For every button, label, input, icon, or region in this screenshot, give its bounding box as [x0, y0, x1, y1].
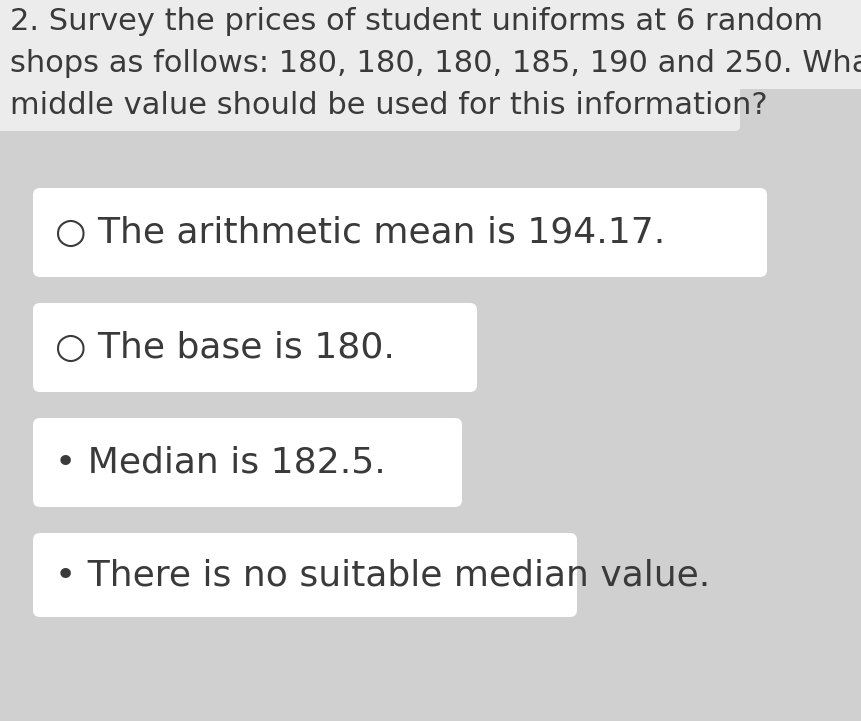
- Text: • Median is 182.5.: • Median is 182.5.: [55, 446, 386, 479]
- FancyBboxPatch shape: [33, 418, 461, 507]
- FancyBboxPatch shape: [0, 79, 739, 131]
- FancyBboxPatch shape: [33, 188, 766, 277]
- FancyBboxPatch shape: [33, 303, 476, 392]
- FancyBboxPatch shape: [0, 37, 861, 89]
- Text: • There is no suitable median value.: • There is no suitable median value.: [55, 558, 709, 592]
- FancyBboxPatch shape: [33, 533, 576, 617]
- Text: ○ The arithmetic mean is 194.17.: ○ The arithmetic mean is 194.17.: [55, 216, 665, 249]
- Text: 2. Survey the prices of student uniforms at 6 random: 2. Survey the prices of student uniforms…: [10, 6, 822, 35]
- FancyBboxPatch shape: [0, 0, 861, 47]
- Text: ○ The base is 180.: ○ The base is 180.: [55, 330, 394, 365]
- Text: middle value should be used for this information?: middle value should be used for this inf…: [10, 91, 767, 120]
- Text: shops as follows: 180, 180, 180, 185, 190 and 250. What: shops as follows: 180, 180, 180, 185, 19…: [10, 48, 861, 77]
